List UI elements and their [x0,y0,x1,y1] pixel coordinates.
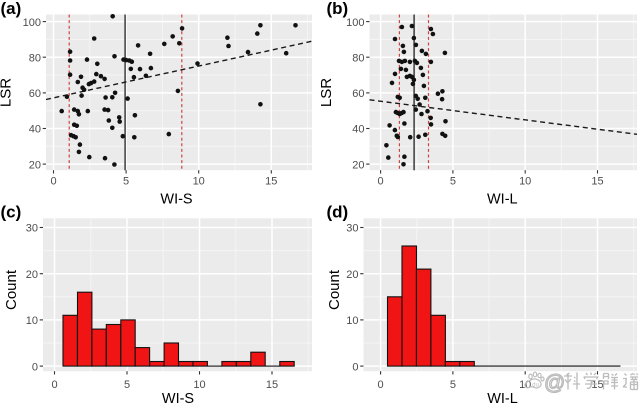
svg-text:80: 80 [352,52,364,64]
svg-text:0: 0 [50,175,56,187]
svg-text:10: 10 [193,379,205,391]
svg-text:10: 10 [346,315,358,327]
svg-text:5: 5 [450,175,456,187]
svg-text:40: 40 [352,124,364,136]
svg-text:40: 40 [29,124,41,136]
svg-text:(a): (a) [1,0,22,18]
svg-text:WI-L: WI-L [487,192,518,208]
svg-text:(b): (b) [327,0,349,18]
svg-text:100: 100 [23,17,41,29]
svg-text:0: 0 [32,361,38,373]
svg-text:20: 20 [352,159,364,171]
svg-text:5: 5 [450,379,456,391]
svg-text:15: 15 [591,175,603,187]
svg-text:@: @ [544,371,565,394]
svg-text:0: 0 [51,379,57,391]
svg-text:LSR: LSR [318,78,335,107]
svg-text:(c): (c) [1,202,22,221]
svg-text:WI-S: WI-S [160,192,192,208]
svg-text:WI-L: WI-L [487,391,518,406]
svg-text:Count: Count [326,269,343,310]
svg-text:15: 15 [266,379,278,391]
svg-text:100: 100 [346,17,364,29]
svg-text:15: 15 [265,175,277,187]
svg-text:WI-S: WI-S [162,391,194,406]
svg-text:du: du [532,383,539,389]
svg-text:0: 0 [352,361,358,373]
svg-text:10: 10 [26,315,38,327]
svg-text:15: 15 [591,379,603,391]
svg-text:20: 20 [26,269,38,281]
svg-text:10: 10 [519,175,531,187]
svg-text:60: 60 [352,88,364,100]
svg-text:30: 30 [26,223,38,235]
svg-text:LSR: LSR [0,78,15,107]
svg-text:5: 5 [124,379,130,391]
svg-text:5: 5 [123,175,129,187]
svg-text:20: 20 [346,269,358,281]
svg-text:20: 20 [29,159,41,171]
svg-text:60: 60 [29,88,41,100]
svg-text:0: 0 [378,379,384,391]
svg-text:0: 0 [378,175,384,187]
svg-text:30: 30 [346,223,358,235]
svg-text:80: 80 [29,52,41,64]
svg-text:10: 10 [193,175,205,187]
svg-text:Count: Count [3,269,20,310]
svg-text:(d): (d) [327,202,349,221]
